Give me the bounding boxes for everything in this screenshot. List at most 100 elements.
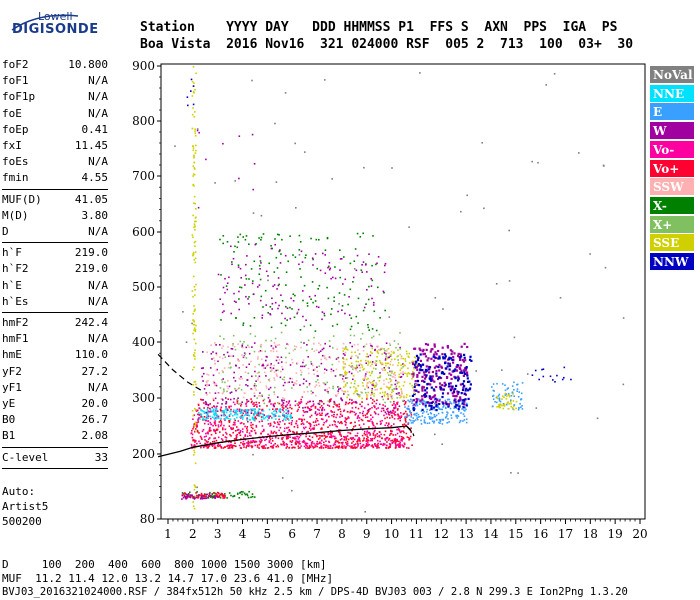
echo-point [439,422,441,424]
echo-point [353,382,356,385]
echo-point [456,414,459,417]
echo-point [448,362,451,365]
echo-point [384,424,386,427]
echo-point [408,356,410,358]
echo-point [442,402,445,405]
echo-point [222,427,224,429]
echo-point [328,265,330,268]
echo-point [377,444,379,447]
echo-point [296,362,299,365]
echo-point [195,144,197,147]
param-name: yF2 [2,364,22,378]
echo-point [370,418,372,420]
echo-point [384,401,386,404]
echo-point [377,352,380,355]
echo-point [378,436,381,438]
echo-point [411,362,415,366]
echo-point [344,417,347,419]
echo-point [215,384,218,387]
echo-point [226,390,228,393]
echo-point [410,422,413,424]
echo-point [194,294,196,296]
echo-point [380,362,382,365]
echo-point [410,416,412,418]
x-tick-label: 8 [338,527,346,541]
echo-point [228,492,231,494]
echo-point [424,368,427,371]
echo-point [295,207,297,209]
echo-point [434,433,436,436]
echo-point [192,414,194,417]
echo-point [408,373,411,375]
y-tick-label: 900 [132,59,155,73]
echo-point [213,381,216,384]
echo-point [407,372,410,374]
echo-point [232,444,235,447]
echo-point [429,383,432,386]
echo-point [366,271,368,273]
echo-point [423,419,426,421]
echo-point [319,269,322,272]
echo-point [311,428,313,430]
echo-point [343,410,345,412]
echo-point [406,375,409,377]
echo-point [212,399,215,402]
echo-point [349,422,352,424]
echo-point [269,415,272,417]
echo-point [241,354,243,356]
echo-point [358,394,361,396]
echo-point [251,388,254,391]
echo-point [316,440,319,443]
echo-point [308,384,311,387]
param-row-yf2: yF2 27.2 [2,365,108,381]
echo-point [193,488,196,491]
echo-point [360,269,363,271]
echo-point [324,444,327,447]
echo-point [215,413,217,416]
echo-point [302,423,305,426]
echo-point [351,445,353,447]
echo-point [263,367,265,369]
echo-point [419,415,421,418]
echo-point [343,445,345,447]
echo-point [413,367,416,370]
echo-point [257,358,259,360]
echo-point [554,381,556,383]
echo-point [339,439,342,441]
echo-point [401,440,403,442]
echo-point [322,382,325,384]
echo-point [388,437,391,440]
echo-point [359,447,362,449]
echo-point [466,380,470,383]
echo-point [358,437,360,439]
echo-point [194,431,196,433]
echo-point [269,445,272,448]
echo-point [342,353,345,355]
echo-point [227,398,229,400]
echo-point [213,418,216,421]
echo-point [374,429,376,432]
echo-point [450,389,453,392]
echo-point [193,425,196,427]
echo-point [353,334,356,337]
echo-point [200,413,203,416]
echo-point [345,437,348,440]
echo-point [191,445,193,447]
echo-point [275,373,278,375]
echo-point [250,496,252,499]
echo-point [282,409,284,412]
echo-point [346,443,348,445]
echo-point [268,440,271,442]
echo-point [190,90,192,92]
echo-point [303,445,306,448]
echo-point [243,446,245,448]
echo-point [366,289,368,291]
echo-point [327,426,329,428]
echo-point [362,345,365,348]
echo-point [195,430,197,433]
echo-point [236,388,239,391]
echo-point [333,296,335,299]
echo-point [252,453,254,456]
echo-point [463,367,467,370]
echo-point [206,412,209,415]
